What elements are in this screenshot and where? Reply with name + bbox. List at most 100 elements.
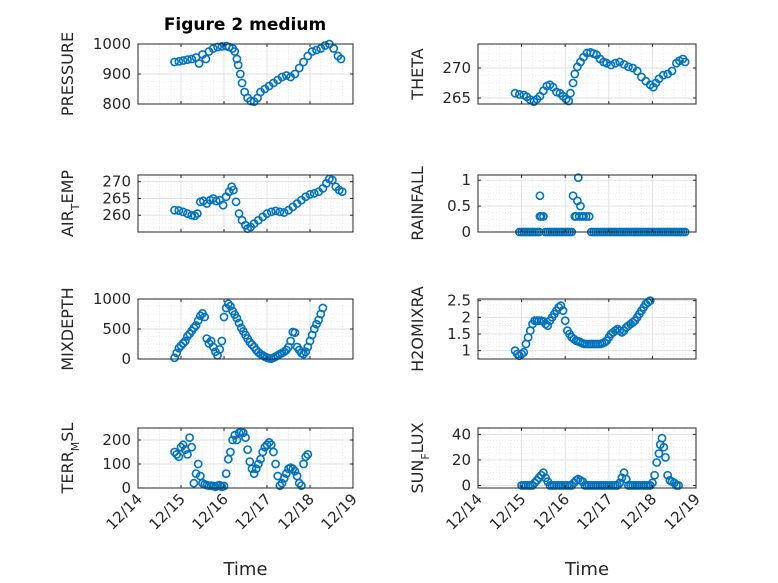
data-point — [241, 433, 250, 442]
data-point — [189, 323, 199, 333]
data-point — [258, 447, 268, 457]
data-point — [230, 430, 240, 440]
y-tick-label: 40 — [452, 425, 471, 443]
data-point — [624, 62, 633, 72]
data-point — [674, 481, 683, 490]
data-point — [215, 480, 225, 490]
data-point — [275, 481, 285, 490]
data-point — [602, 58, 612, 68]
y-tick-label: 270 — [442, 59, 471, 77]
subplot-8: 0 20 40 12/14 12/15 12/16 12/17 12/18 12/19 Time S… — [408, 422, 704, 580]
data-point — [568, 78, 578, 88]
y-axis-label: AIRTEMP — [58, 170, 82, 237]
data-point — [296, 481, 306, 490]
subplot-4: 0 0.5 1 RAINFALL — [408, 166, 697, 241]
data-point — [301, 452, 311, 462]
subplot-6: 11.522.5 H2OMIXRA — [408, 286, 697, 372]
x-tick-label: 12/14 — [443, 490, 486, 533]
x-tick-label: 12/17 — [573, 490, 616, 533]
y-tick-label: 265 — [442, 89, 471, 107]
data-point — [189, 478, 199, 488]
data-point — [539, 468, 548, 478]
data-point — [174, 206, 184, 215]
data-point — [650, 470, 659, 480]
data-point — [570, 69, 580, 79]
grid-lines — [477, 299, 697, 360]
data-point — [187, 54, 197, 64]
data-point — [232, 54, 242, 64]
data-point — [617, 327, 627, 337]
data-point — [281, 469, 291, 478]
data-point — [266, 207, 276, 217]
data-point — [299, 349, 308, 359]
x-axis-label: Time — [564, 559, 609, 580]
data-point — [667, 66, 677, 76]
data-point — [277, 72, 287, 82]
data-point — [191, 320, 201, 330]
data-point — [645, 296, 655, 306]
data-point — [170, 57, 179, 67]
data-point — [566, 88, 575, 98]
data-point — [661, 452, 670, 462]
data-series — [517, 433, 683, 490]
data-point — [174, 343, 184, 353]
data-point — [536, 470, 546, 480]
x-tick-label: 12/16 — [530, 490, 573, 533]
data-point — [183, 55, 192, 64]
data-point — [208, 44, 218, 53]
x-tick-label: 12/18 — [275, 490, 318, 533]
data-point — [309, 189, 319, 198]
subplot-5: 0 500 1000 MIXDEPTH — [58, 287, 354, 371]
data-point — [200, 312, 210, 322]
data-point — [290, 466, 300, 476]
data-point — [251, 464, 261, 474]
data-point — [247, 340, 257, 349]
data-point — [327, 175, 337, 185]
y-tick-label: 100 — [102, 455, 131, 473]
y-tick-label: 800 — [102, 95, 131, 113]
y-axis-label: RAINFALL — [408, 166, 427, 241]
data-point — [229, 185, 238, 195]
data-point — [192, 209, 202, 218]
data-point — [619, 60, 629, 69]
data-point — [606, 60, 616, 70]
data-point — [286, 336, 296, 346]
data-point — [290, 328, 300, 337]
data-point — [617, 473, 627, 483]
data-point — [176, 442, 186, 452]
data-point — [539, 212, 548, 221]
data-point — [194, 59, 204, 68]
y-tick-label: 2 — [461, 308, 471, 326]
data-point — [579, 212, 588, 221]
grid-lines — [477, 175, 697, 233]
data-point — [174, 452, 184, 462]
y-tick-label: 0 — [461, 223, 471, 241]
data-point — [301, 192, 311, 202]
data-series — [170, 174, 347, 234]
y-tick-label: 1 — [461, 342, 471, 360]
data-point — [600, 337, 609, 347]
data-point — [226, 301, 235, 311]
data-point — [301, 347, 311, 357]
data-point — [628, 317, 638, 327]
y-tick-label: 1 — [461, 171, 471, 189]
axes-box — [477, 427, 697, 489]
y-tick-label: 1000 — [93, 290, 131, 308]
data-point — [610, 58, 620, 68]
data-point — [233, 60, 243, 70]
data-point — [532, 475, 542, 485]
data-point — [307, 47, 317, 56]
axes-box — [137, 174, 354, 233]
data-point — [178, 207, 188, 217]
y-tick-label: 20 — [452, 451, 471, 469]
data-point — [269, 447, 278, 457]
data-point — [172, 449, 182, 459]
axes-box — [477, 174, 697, 233]
data-point — [573, 173, 583, 182]
data-point — [530, 478, 540, 488]
x-tick-label: 12/16 — [189, 490, 232, 533]
subplot-2: 265 270 THETA — [408, 43, 697, 107]
data-point — [191, 469, 201, 478]
data-point — [249, 469, 259, 478]
